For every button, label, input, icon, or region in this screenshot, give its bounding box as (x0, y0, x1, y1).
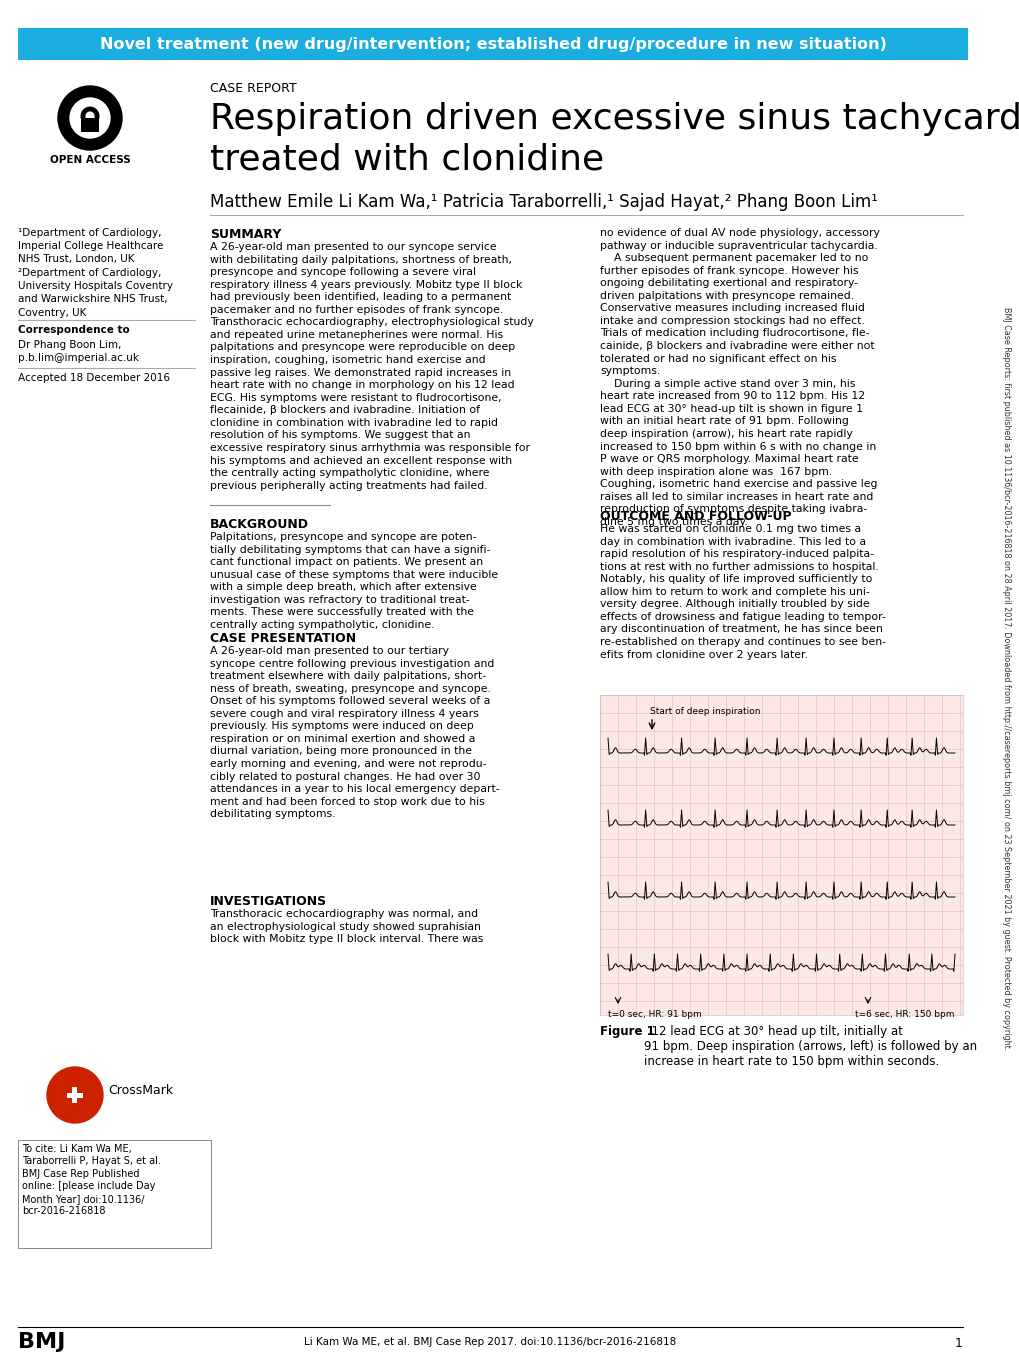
Text: Li Kam Wa ME, et al. BMJ Case Rep 2017. doi:10.1136/bcr-2016-216818: Li Kam Wa ME, et al. BMJ Case Rep 2017. … (304, 1337, 676, 1347)
Circle shape (58, 86, 122, 149)
Text: To cite: Li Kam Wa ME,
Taraborrelli P, Hayat S, et al.
BMJ Case Rep Published
on: To cite: Li Kam Wa ME, Taraborrelli P, H… (22, 1144, 161, 1216)
Text: Respiration driven excessive sinus tachycardia: Respiration driven excessive sinus tachy… (210, 102, 1019, 136)
Text: CrossMark: CrossMark (108, 1084, 173, 1098)
Text: OUTCOME AND FOLLOW-UP: OUTCOME AND FOLLOW-UP (599, 510, 791, 523)
Text: A 26-year-old man presented to our syncope service
with debilitating daily palpi: A 26-year-old man presented to our synco… (210, 242, 533, 491)
Circle shape (47, 1067, 103, 1123)
Text: Novel treatment (new drug/intervention; established drug/procedure in new situat: Novel treatment (new drug/intervention; … (100, 37, 886, 52)
Bar (18, 1140, 211, 1248)
Bar (599, 694, 962, 1015)
Text: t=6 sec, HR: 150 bpm: t=6 sec, HR: 150 bpm (855, 1010, 954, 1019)
Text: He was started on clonidine 0.1 mg two times a
day in combination with ivabradin: He was started on clonidine 0.1 mg two t… (599, 525, 886, 659)
Text: INVESTIGATIONS: INVESTIGATIONS (210, 896, 327, 908)
Text: CASE REPORT: CASE REPORT (210, 82, 297, 95)
Text: ²Department of Cardiology,
University Hospitals Coventry
and Warwickshire NHS Tr: ²Department of Cardiology, University Ho… (18, 268, 173, 318)
Text: 12 lead ECG at 30° head up tilt, initially at
91 bpm. Deep inspiration (arrows, : 12 lead ECG at 30° head up tilt, initial… (643, 1025, 976, 1068)
Text: treated with clonidine: treated with clonidine (210, 141, 603, 177)
Text: BACKGROUND: BACKGROUND (210, 518, 309, 531)
Text: ¹Department of Cardiology,
Imperial College Healthcare
NHS Trust, London, UK: ¹Department of Cardiology, Imperial Coll… (18, 228, 163, 265)
Text: 1: 1 (954, 1337, 962, 1349)
Text: OPEN ACCESS: OPEN ACCESS (50, 155, 130, 164)
Bar (18, 29, 967, 60)
Text: BMJ Case Reports: first published as 10.1136/bcr-2016-216818 on 28 April 2017. D: BMJ Case Reports: first published as 10.… (1002, 307, 1011, 1051)
Text: Correspondence to: Correspondence to (18, 325, 129, 336)
Bar (67, 1093, 83, 1098)
Text: no evidence of dual AV node physiology, accessory
pathway or inducible supravent: no evidence of dual AV node physiology, … (599, 228, 879, 527)
Text: Dr Phang Boon Lim,
p.b.lim@imperial.ac.uk: Dr Phang Boon Lim, p.b.lim@imperial.ac.u… (18, 340, 139, 363)
Circle shape (70, 98, 110, 139)
Text: Palpitations, presyncope and syncope are poten-
tially debilitating symptoms tha: Palpitations, presyncope and syncope are… (210, 531, 497, 631)
Text: Matthew Emile Li Kam Wa,¹ Patricia Taraborrelli,¹ Sajad Hayat,² Phang Boon Lim¹: Matthew Emile Li Kam Wa,¹ Patricia Tarab… (210, 193, 877, 211)
Text: Transthoracic echocardiography was normal, and
an electrophysiological study sho: Transthoracic echocardiography was norma… (210, 909, 483, 945)
Text: SUMMARY: SUMMARY (210, 228, 281, 241)
Bar (81, 118, 99, 132)
Text: BMJ: BMJ (18, 1332, 65, 1352)
Text: Start of deep inspiration: Start of deep inspiration (649, 707, 760, 716)
Bar (72, 1087, 77, 1104)
Text: Accepted 18 December 2016: Accepted 18 December 2016 (18, 372, 170, 383)
Text: t=0 sec, HR: 91 bpm: t=0 sec, HR: 91 bpm (607, 1010, 701, 1019)
Text: A 26-year-old man presented to our tertiary
syncope centre following previous in: A 26-year-old man presented to our terti… (210, 646, 499, 819)
Text: Figure 1: Figure 1 (599, 1025, 654, 1038)
Text: CASE PRESENTATION: CASE PRESENTATION (210, 632, 356, 646)
